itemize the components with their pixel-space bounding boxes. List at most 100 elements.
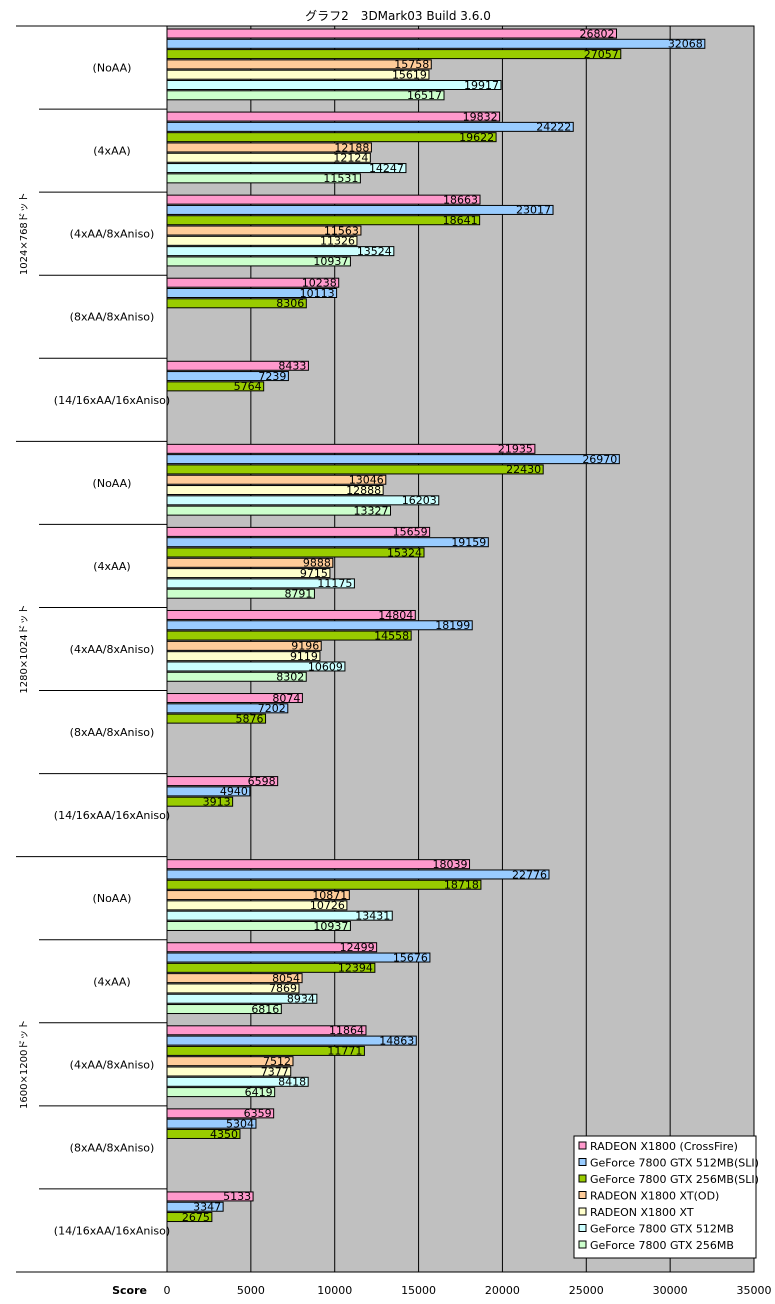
data-label: 11864 xyxy=(329,1024,364,1037)
bar xyxy=(166,464,544,475)
data-label: 24222 xyxy=(536,121,571,134)
bar xyxy=(166,505,392,516)
data-label: 18663 xyxy=(443,193,478,206)
bar xyxy=(166,588,315,599)
data-label: 14247 xyxy=(369,162,404,175)
bar xyxy=(166,256,351,267)
category-label: (8xAA/8xAniso) xyxy=(70,311,155,324)
data-label: 12394 xyxy=(338,962,373,975)
data-label: 8418 xyxy=(278,1076,306,1089)
category-label: (4xAA) xyxy=(93,145,130,158)
bar xyxy=(166,557,334,568)
category-label: (14/16xAA/16xAniso) xyxy=(54,394,170,407)
x-axis: 0 5000 10000 15000 20000 25000 30000 35000 xyxy=(164,1284,772,1297)
data-label: 8074 xyxy=(272,692,300,705)
legend-swatch xyxy=(578,1141,587,1150)
legend-swatch xyxy=(578,1240,587,1249)
data-label: 14558 xyxy=(374,629,409,642)
bar xyxy=(166,80,502,90)
bar xyxy=(166,443,536,454)
data-label: 22430 xyxy=(506,463,541,476)
data-label: 10937 xyxy=(313,920,348,933)
x-tick-label: 0 xyxy=(164,1284,171,1297)
bar xyxy=(166,235,358,246)
bar xyxy=(166,661,346,672)
data-label: 13524 xyxy=(357,245,392,258)
data-label: 9888 xyxy=(303,557,331,570)
bar xyxy=(166,215,481,226)
category-label: (4xAA/8xAniso) xyxy=(70,228,155,241)
data-label: 8306 xyxy=(276,297,304,310)
data-label: 2675 xyxy=(182,1211,210,1224)
data-label: 15324 xyxy=(387,546,422,559)
bar xyxy=(166,90,445,101)
bar xyxy=(166,962,376,973)
bar xyxy=(166,983,300,994)
bar xyxy=(166,163,407,174)
data-label: 13327 xyxy=(354,504,389,517)
data-label: 11175 xyxy=(317,577,352,590)
bar xyxy=(166,693,303,704)
bar xyxy=(166,776,279,787)
bar xyxy=(166,796,234,807)
data-label: 14863 xyxy=(379,1034,414,1047)
data-label: 5764 xyxy=(234,380,262,393)
category-label: (8xAA/8xAniso) xyxy=(70,1141,155,1154)
data-label: 18641 xyxy=(443,214,478,227)
data-label: 19159 xyxy=(451,536,486,549)
data-label: 16517 xyxy=(407,89,442,102)
data-label: 10871 xyxy=(312,889,347,902)
resolution-label: 1600×1200ドット xyxy=(19,1020,30,1109)
chart-title: グラフ2 3DMark03 Build 3.6.0 xyxy=(305,9,491,23)
data-label: 19832 xyxy=(463,110,498,123)
bar xyxy=(166,578,355,589)
data-label: 3347 xyxy=(193,1201,221,1214)
bar xyxy=(166,1056,294,1067)
bar xyxy=(166,59,432,70)
bar xyxy=(166,69,430,80)
bar xyxy=(166,993,318,1004)
bar xyxy=(166,121,574,132)
bar xyxy=(166,194,481,205)
data-label: 23017 xyxy=(516,204,551,217)
x-tick-label: 20000 xyxy=(485,1284,520,1297)
data-label: 15619 xyxy=(392,69,427,82)
data-label: 18718 xyxy=(444,879,479,892)
bar xyxy=(166,786,251,797)
bar xyxy=(166,1004,282,1015)
data-label: 5133 xyxy=(223,1190,251,1203)
data-label: 9196 xyxy=(291,640,319,653)
legend-box xyxy=(573,1135,757,1259)
data-label: 9119 xyxy=(290,650,318,663)
bar xyxy=(166,609,416,620)
bar xyxy=(166,900,348,911)
data-label: 5876 xyxy=(236,712,264,725)
category-labels: 1024×768ドット (NoAA) (4xAA) (4xAA/8xAniso) (8x… xyxy=(16,25,170,1273)
x-tick-label: 15000 xyxy=(401,1284,436,1297)
bar xyxy=(166,1128,241,1139)
bar xyxy=(166,111,501,122)
bar xyxy=(166,671,307,682)
bar xyxy=(166,1212,213,1223)
data-label: 10113 xyxy=(300,287,335,300)
legend-swatch xyxy=(578,1191,587,1199)
data-label: 11326 xyxy=(320,235,355,248)
bar xyxy=(166,640,322,651)
bar xyxy=(166,381,265,392)
bar xyxy=(166,1118,257,1129)
data-label: 18199 xyxy=(435,619,470,632)
bar xyxy=(166,952,431,963)
category-label: (8xAA/8xAniso) xyxy=(70,726,155,739)
resolution-label: 1024×768ドット xyxy=(19,192,30,275)
bar xyxy=(166,879,482,890)
legend-entry: GeForce 7800 GTX 256MB(SLI) xyxy=(590,1173,759,1186)
x-tick-label: 35000 xyxy=(737,1284,772,1297)
data-label: 26970 xyxy=(582,453,617,466)
data-label: 13046 xyxy=(349,474,384,487)
bar xyxy=(166,920,351,931)
bar xyxy=(166,1108,275,1119)
data-label: 8054 xyxy=(272,972,300,985)
bar xyxy=(166,547,425,558)
data-label: 7202 xyxy=(258,702,286,715)
bar xyxy=(166,1087,276,1098)
